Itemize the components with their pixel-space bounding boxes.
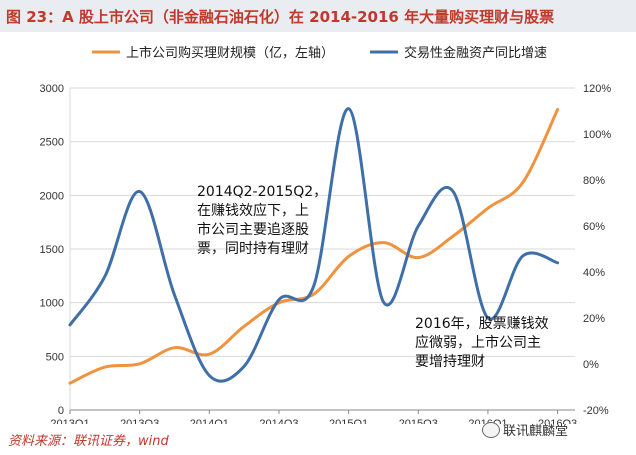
y-right-tick-label: 40%	[583, 267, 605, 279]
y-right-tick-label: 80%	[583, 175, 605, 187]
y-left-tick-label: 2500	[40, 137, 64, 149]
legend-label: 交易性金融资产同比增速	[404, 45, 547, 61]
x-tick-label: 2013Q1	[50, 418, 89, 424]
y-left-tick-label: 1500	[40, 244, 64, 256]
annotation-text: 2014Q2-2015Q2，	[197, 184, 327, 200]
legend-label: 上市公司购买理财规模（亿，左轴）	[126, 45, 334, 61]
x-tick-label: 2016Q3	[538, 418, 577, 424]
chart: 0 500 1000 1500 2000 2500 3000 -20% 0% 20% 40% 60% 8…	[40, 45, 612, 424]
y-left-tick-label: 500	[46, 351, 64, 363]
y-right-tick-label: 60%	[583, 221, 605, 233]
wechat-icon	[482, 422, 500, 438]
y-left-tick-label: 3000	[40, 83, 64, 95]
x-tick-label: 2014Q3	[259, 418, 298, 424]
y-right-tick-label: 100%	[583, 129, 611, 141]
watermark-text: 联讯麒麟堂	[503, 424, 569, 439]
x-tick-label: 2013Q3	[120, 418, 159, 424]
annotation-text: 应微弱，上市公司主	[415, 334, 541, 351]
title-bar: 图 23：A 股上市公司（非金融石油石化）在 2014-2016 年大量购买理财…	[0, 0, 636, 32]
watermark: 联讯麒麟堂	[482, 420, 568, 439]
y-right-tick-label: 0%	[583, 359, 599, 371]
annotation-text: 要增持理财	[415, 354, 485, 370]
annotation-text: 票，同时持有理财	[197, 241, 309, 257]
y-right-tick-label: 20%	[583, 313, 605, 325]
source-note: 资料来源：联讯证券，wind	[8, 434, 169, 449]
x-tick-label: 2015Q3	[399, 418, 438, 424]
series-line-orange	[68, 108, 560, 385]
x-tick-label: 2015Q1	[329, 418, 368, 424]
y-left-tick-label: 0	[58, 405, 64, 417]
y-left-tick-label: 2000	[40, 190, 64, 202]
series-line-blue	[68, 107, 560, 383]
annotation-text: 2016年，股票赚钱效	[415, 316, 549, 332]
x-tick-label: 2016Q1	[468, 418, 507, 424]
annotation-text: 在赚钱效应下，上	[197, 202, 309, 219]
annotation-text: 市公司主要追逐股	[197, 221, 309, 238]
figure-title: 图 23：A 股上市公司（非金融石油石化）在 2014-2016 年大量购买理财…	[6, 8, 555, 26]
y-right-tick-label: 120%	[583, 83, 611, 95]
y-right-tick-label: -20%	[583, 405, 609, 417]
x-tick-label: 2014Q1	[190, 418, 229, 424]
y-left-tick-label: 1000	[40, 298, 64, 310]
